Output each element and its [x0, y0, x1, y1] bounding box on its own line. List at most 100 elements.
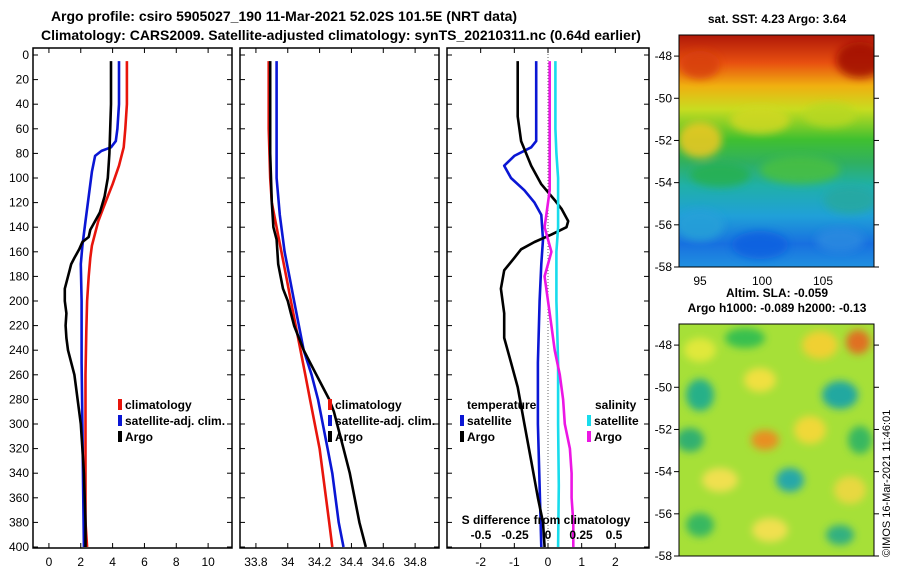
x-tick-label: -2	[475, 555, 486, 569]
altimetry-map-frame	[678, 323, 875, 557]
depth-tick-label: 360	[9, 491, 29, 505]
depth-tick-label: 60	[16, 122, 30, 136]
difference-s-tick: -0.25	[501, 528, 529, 542]
sst-xtick: 105	[813, 274, 833, 288]
lat-tick-label: -54	[655, 176, 673, 190]
legend-title: temperature	[467, 398, 537, 412]
x-tick-label: 2	[612, 555, 619, 569]
lat-tick-label: -52	[655, 133, 673, 147]
x-tick-label: 8	[173, 555, 180, 569]
sst-xtick: 95	[693, 274, 707, 288]
salinity-legend: climatology satellite-adj. clim. Argo	[328, 398, 435, 444]
series-line-satellite-adj-clim-	[79, 61, 121, 548]
x-tick-label: 34.4	[340, 555, 364, 569]
depth-tick-label: 140	[9, 220, 29, 234]
watermark: ©IMOS 16-Mar-2021 11:46:01	[881, 410, 893, 557]
difference-s-tick: 0.5	[606, 528, 623, 542]
legend-label: climatology	[335, 398, 402, 412]
difference-legend-temperature: temperature satellite Argo	[460, 398, 537, 444]
temperature-panel: 0204060801001201401601802002202402602803…	[9, 48, 232, 569]
temperature-legend: climatology satellite-adj. clim. Argo	[118, 398, 225, 444]
x-tick-label: 34.2	[308, 555, 332, 569]
altimetry-title-line2: Argo h1000: -0.089 h2000: -0.13	[688, 301, 867, 315]
depth-tick-label: 200	[9, 294, 29, 308]
depth-tick-label: 20	[16, 73, 30, 87]
altimetry-title-line1: Altim. SLA: -0.059	[726, 286, 828, 300]
legend-swatch-satellite	[587, 415, 591, 426]
legend-label: Argo	[125, 430, 153, 444]
sst-map-axes: -48 -50 -52 -54 -56 -58	[655, 49, 879, 274]
legend-swatch-satellite	[460, 415, 464, 426]
series-line-s-argo	[543, 61, 575, 547]
legend-label: climatology	[125, 398, 192, 412]
sst-xtick: 100	[752, 274, 772, 288]
legend-label: satellite	[467, 414, 512, 428]
legend-swatch-argo	[460, 431, 464, 442]
depth-tick-label: 160	[9, 245, 29, 259]
x-tick-label: 0	[545, 555, 552, 569]
sst-map-frame	[678, 34, 875, 268]
series-line-s-satellite	[554, 61, 561, 548]
altimetry-map-axes: -48 -50 -52 -54 -56 -58	[655, 338, 879, 563]
x-tick-label: 33.8	[244, 555, 268, 569]
depth-tick-label: 380	[9, 515, 29, 529]
altimetry-map	[679, 324, 874, 556]
lat-tick-label: -58	[655, 260, 673, 274]
x-tick-label: 34.6	[372, 555, 396, 569]
legend-label: satellite	[594, 414, 639, 428]
x-tick-label: -1	[509, 555, 520, 569]
depth-tick-label: 100	[9, 171, 29, 185]
x-tick-label: 2	[77, 555, 84, 569]
difference-s-xlabel: S difference from climatology	[462, 513, 631, 527]
difference-s-tick: 0.25	[569, 528, 593, 542]
lat-tick-label: -56	[655, 507, 673, 521]
legend-label: Argo	[594, 430, 622, 444]
x-tick-label: 10	[201, 555, 215, 569]
x-tick-label: 6	[141, 555, 148, 569]
depth-tick-label: 120	[9, 196, 29, 210]
lat-tick-label: -48	[655, 338, 673, 352]
series-line-satellite-adj-clim-	[275, 61, 345, 548]
series-line-climatology	[84, 61, 129, 548]
sst-map-title: sat. SST: 4.23 Argo: 3.64	[708, 12, 847, 26]
x-tick-label: 1	[578, 555, 585, 569]
depth-tick-label: 80	[16, 146, 30, 160]
lat-tick-label: -56	[655, 218, 673, 232]
legend-label: satellite-adj. clim.	[335, 414, 435, 428]
header-title-line2: Climatology: CARS2009. Satellite-adjuste…	[41, 27, 641, 43]
lat-tick-label: -50	[655, 380, 673, 394]
lat-tick-label: -52	[655, 422, 673, 436]
x-tick-label: 4	[109, 555, 116, 569]
depth-tick-label: 400	[9, 540, 29, 554]
depth-tick-label: 180	[9, 269, 29, 283]
sst-map	[679, 35, 874, 267]
legend-swatch-climatology	[118, 399, 122, 410]
legend-title: salinity	[595, 398, 637, 412]
lat-tick-label: -50	[655, 91, 673, 105]
series-line-climatology	[267, 61, 334, 548]
legend-label: Argo	[467, 430, 495, 444]
difference-panel: -2 -1 0 1 2	[447, 48, 649, 569]
depth-tick-label: 300	[9, 417, 29, 431]
legend-swatch-satellite	[118, 415, 122, 426]
series-line-argo	[63, 61, 113, 547]
x-tick-label: 34.8	[403, 555, 427, 569]
temperature-panel-frame	[32, 47, 233, 549]
series-line-t-argo	[499, 61, 570, 548]
legend-swatch-satellite	[328, 415, 332, 426]
legend-label: Argo	[335, 430, 363, 444]
depth-tick-label: 40	[16, 97, 30, 111]
lat-tick-label: -48	[655, 49, 673, 63]
difference-s-tick: 0	[545, 528, 552, 542]
salinity-panel: 33.8 34 34.2 34.4 34.6 34.8	[240, 48, 439, 569]
legend-swatch-argo	[118, 431, 122, 442]
x-tick-label: 0	[46, 555, 53, 569]
legend-label: satellite-adj. clim.	[125, 414, 225, 428]
depth-tick-label: 340	[9, 466, 29, 480]
salinity-panel-frame	[239, 47, 440, 549]
difference-legend-salinity: salinity satellite Argo	[587, 398, 639, 444]
series-line-argo	[268, 61, 368, 548]
depth-tick-label: 0	[22, 48, 29, 62]
legend-swatch-argo	[587, 431, 591, 442]
